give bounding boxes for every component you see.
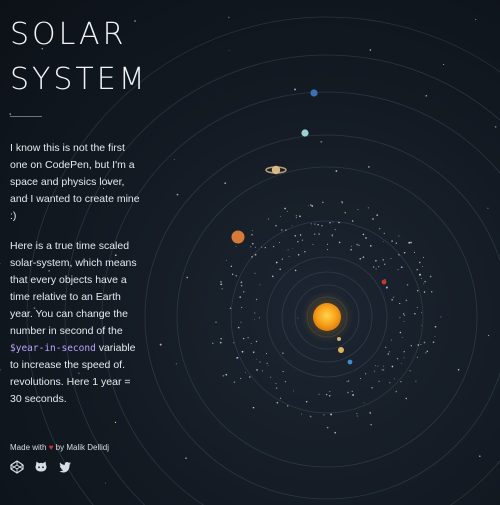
planet-mars — [381, 279, 387, 285]
made-with-text: Made with — [10, 443, 47, 452]
asteroid-belt — [212, 201, 442, 434]
social-links — [10, 460, 72, 474]
page-title: SOLAR SYSTEM — [10, 12, 148, 102]
planet-uranus — [301, 129, 309, 137]
credit-line: Made with ♥ by Malik Dellidj — [10, 443, 109, 452]
background-stars — [0, 16, 497, 484]
heart-icon: ♥ — [48, 443, 54, 452]
title-divider — [10, 116, 42, 117]
planet-saturn — [265, 165, 287, 175]
code-variable: $year-in-second — [10, 343, 96, 354]
title-line-1: SOLAR — [10, 17, 127, 52]
by-text: by — [53, 443, 67, 452]
intro-text: I know this is not the first one on Code… — [10, 142, 140, 222]
info-panel: SOLAR SYSTEM I know this is not the firs… — [10, 12, 148, 421]
planet-jupiter — [231, 230, 245, 244]
orbit-rings — [26, 16, 500, 505]
description-part-1: Here is a true time scaled solar-system,… — [10, 240, 137, 337]
planet-earth — [347, 359, 353, 365]
planet-neptune — [310, 89, 318, 97]
planet-mercury — [337, 337, 341, 341]
title-line-2: SYSTEM — [10, 62, 148, 97]
sun — [301, 291, 353, 343]
github-icon[interactable] — [34, 460, 48, 474]
twitter-icon[interactable] — [58, 460, 72, 474]
codepen-icon[interactable] — [10, 460, 24, 474]
planet-venus — [338, 347, 344, 353]
description-text: Here is a true time scaled solar-system,… — [10, 238, 140, 408]
description-part-2: variable to increase the speed of. revol… — [10, 342, 136, 405]
author-link[interactable]: Malik Dellidj — [66, 443, 110, 452]
